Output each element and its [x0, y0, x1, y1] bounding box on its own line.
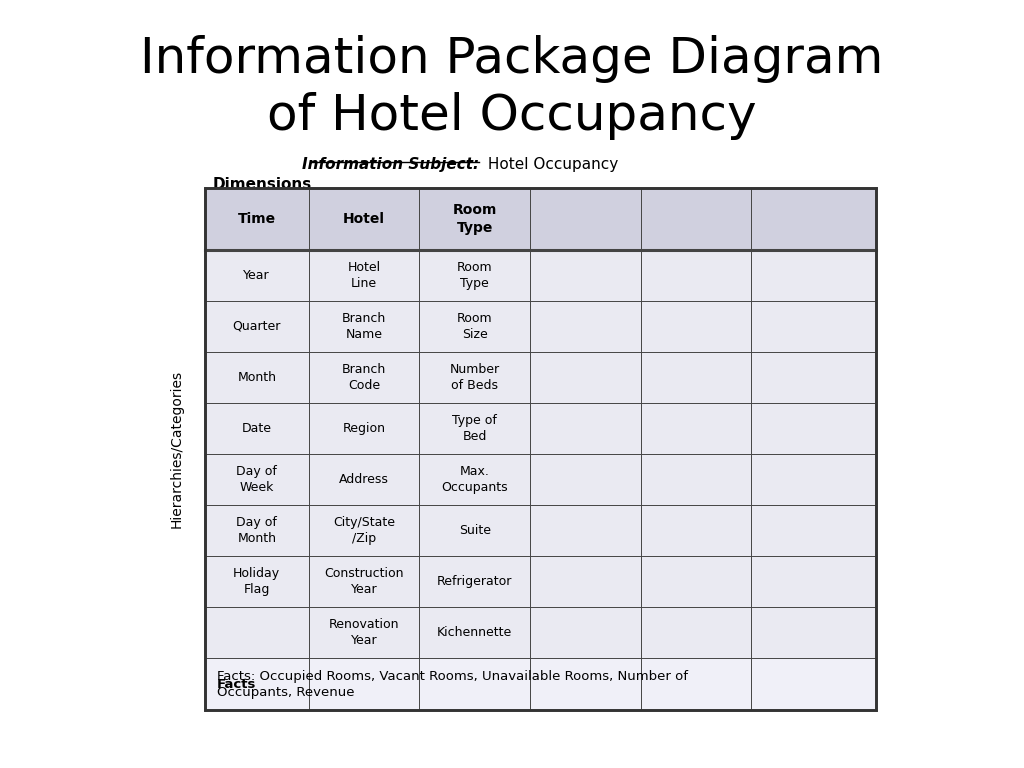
- Text: Number
of Beds: Number of Beds: [450, 362, 500, 392]
- Bar: [205, 188, 876, 710]
- Text: Branch
Code: Branch Code: [342, 362, 386, 392]
- Text: Hotel: Hotel: [343, 212, 385, 226]
- Text: Hotel Occupancy: Hotel Occupancy: [483, 157, 618, 173]
- Text: Kichennette: Kichennette: [437, 626, 512, 639]
- Text: Hierarchies/Categories: Hierarchies/Categories: [169, 370, 183, 528]
- Text: Year: Year: [244, 269, 270, 282]
- Text: Month: Month: [238, 371, 276, 384]
- Text: Quarter: Quarter: [232, 319, 281, 333]
- Text: Date: Date: [242, 422, 271, 435]
- Text: Suite: Suite: [459, 524, 490, 537]
- Text: City/State
/Zip: City/State /Zip: [333, 516, 395, 545]
- Text: Facts: Facts: [217, 678, 256, 690]
- Bar: [205, 658, 876, 710]
- Text: Branch
Name: Branch Name: [342, 312, 386, 341]
- Text: Room
Size: Room Size: [457, 312, 493, 341]
- Text: Day of
Month: Day of Month: [237, 516, 278, 545]
- Text: Holiday
Flag: Holiday Flag: [233, 567, 281, 596]
- Text: Room
Type: Room Type: [453, 204, 497, 234]
- Text: Renovation
Year: Renovation Year: [329, 618, 399, 647]
- Bar: [205, 188, 876, 250]
- Text: Day of
Week: Day of Week: [237, 465, 278, 494]
- Text: Time: Time: [238, 212, 275, 226]
- Text: Room
Type: Room Type: [457, 260, 493, 290]
- Text: Construction
Year: Construction Year: [325, 567, 403, 596]
- Text: Dimensions: Dimensions: [213, 177, 312, 192]
- Text: Address: Address: [339, 473, 389, 486]
- Text: Information Subject:: Information Subject:: [302, 157, 479, 173]
- Text: Facts: Occupied Rooms, Vacant Rooms, Unavailable Rooms, Number of
Occupants, Rev: Facts: Occupied Rooms, Vacant Rooms, Una…: [217, 670, 688, 699]
- Text: Hotel
Line: Hotel Line: [347, 260, 381, 290]
- Text: Region: Region: [343, 422, 386, 435]
- Bar: [205, 188, 876, 710]
- Text: Information Package Diagram
of Hotel Occupancy: Information Package Diagram of Hotel Occ…: [140, 35, 884, 140]
- Text: Type of
Bed: Type of Bed: [453, 414, 498, 443]
- Text: Refrigerator: Refrigerator: [437, 575, 512, 588]
- Text: Max.
Occupants: Max. Occupants: [441, 465, 508, 494]
